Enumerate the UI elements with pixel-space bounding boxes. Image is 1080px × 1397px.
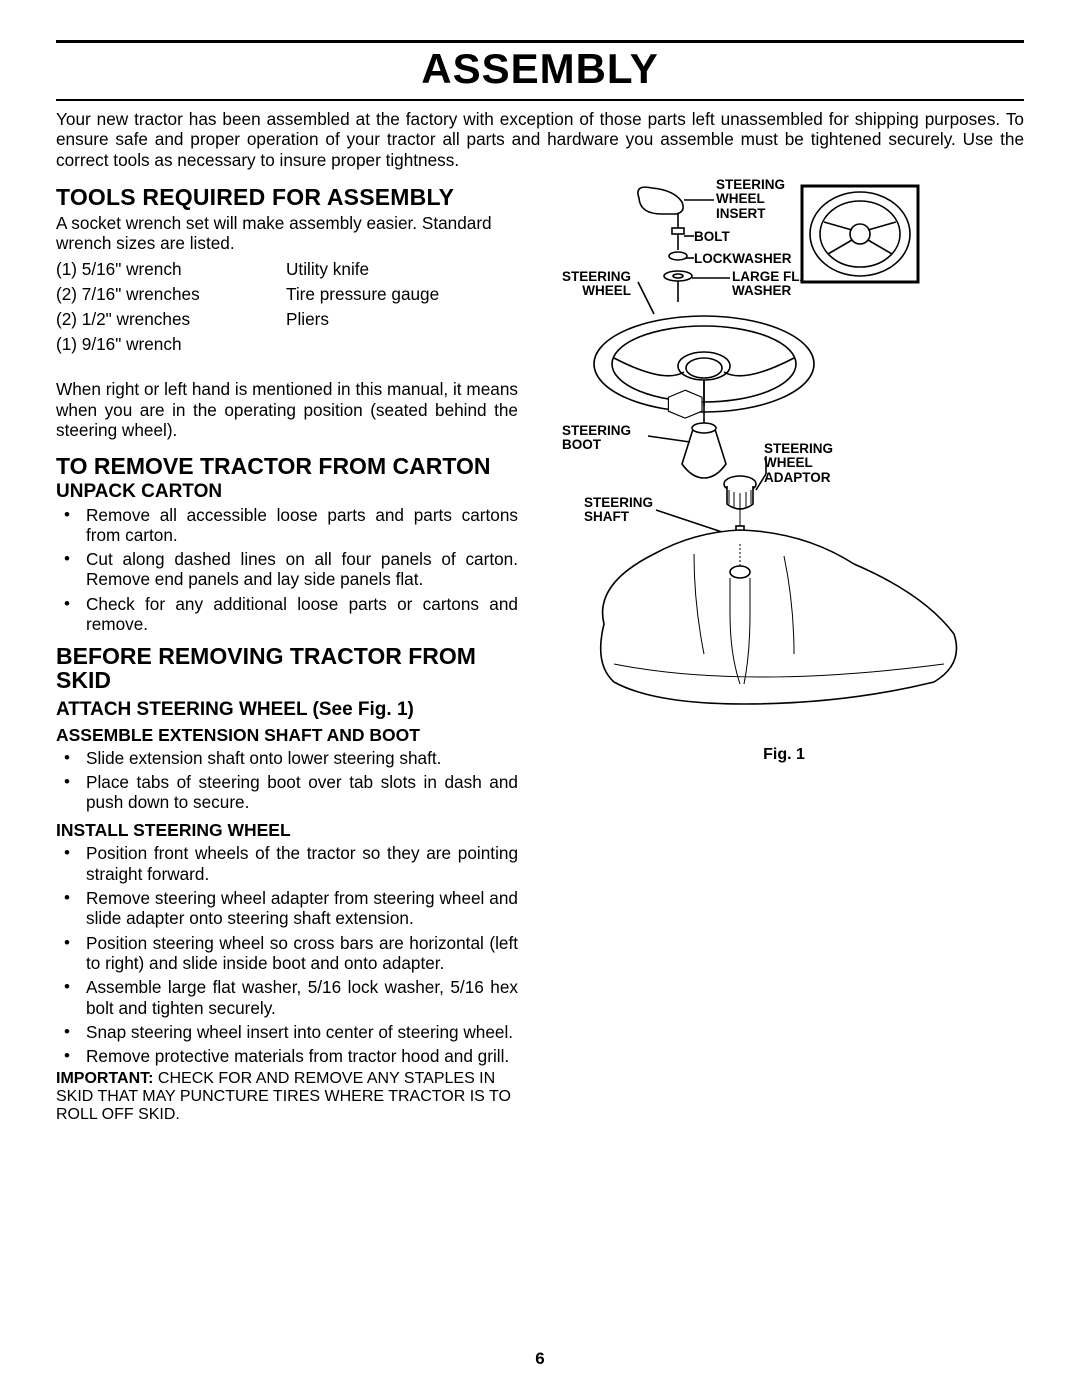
list-item: Position front wheels of the tractor so … <box>56 843 518 884</box>
important-label: IMPORTANT: <box>56 1070 153 1087</box>
right-column: STEERINGWHEELINSERT BOLT LOCKWASHER LARG… <box>544 184 1024 1124</box>
list-item: Remove all accessible loose parts and pa… <box>56 505 518 546</box>
tool-cell: (1) 5/16" wrench <box>56 259 286 280</box>
list-item: Remove protective materials from tractor… <box>56 1046 518 1066</box>
figure-caption: Fig. 1 <box>544 746 1024 764</box>
attach-heading: ATTACH STEERING WHEEL (See Fig. 1) <box>56 699 518 721</box>
tools-lead: A socket wrench set will make assembly e… <box>56 213 518 254</box>
tool-cell: Utility knife <box>286 259 518 280</box>
hand-note: When right or left hand is mentioned in … <box>56 379 518 440</box>
list-item: Snap steering wheel insert into center o… <box>56 1022 518 1042</box>
tool-cell: (2) 7/16" wrenches <box>56 284 286 305</box>
list-item: Position steering wheel so cross bars ar… <box>56 933 518 974</box>
intro-paragraph: Your new tractor has been assembled at t… <box>56 109 1024 170</box>
rule-bottom <box>56 99 1024 101</box>
important-note: IMPORTANT: CHECK FOR AND REMOVE ANY STAP… <box>56 1070 518 1124</box>
unpack-heading: UNPACK CARTON <box>56 481 518 503</box>
tool-cell: (2) 1/2" wrenches <box>56 309 286 330</box>
page-title: ASSEMBLY <box>56 43 1024 99</box>
remove-heading: TO REMOVE TRACTOR FROM CARTON <box>56 454 518 478</box>
tool-cell: (1) 9/16" wrench <box>56 334 286 355</box>
install-list: Position front wheels of the tractor so … <box>56 843 518 1066</box>
tool-cell <box>286 334 518 355</box>
tools-list: (1) 5/16" wrench Utility knife (2) 7/16"… <box>56 259 518 355</box>
steering-diagram: STEERINGWHEELINSERT BOLT LOCKWASHER LARG… <box>544 184 1024 744</box>
list-item: Slide extension shaft onto lower steerin… <box>56 748 518 768</box>
unpack-list: Remove all accessible loose parts and pa… <box>56 505 518 635</box>
install-heading: INSTALL STEERING WHEEL <box>56 820 518 841</box>
list-item: Remove steering wheel adapter from steer… <box>56 888 518 929</box>
tool-cell: Pliers <box>286 309 518 330</box>
page-number: 6 <box>0 1349 1080 1369</box>
list-item: Place tabs of steering boot over tab slo… <box>56 772 518 813</box>
ext-heading: ASSEMBLE EXTENSION SHAFT AND BOOT <box>56 725 518 746</box>
list-item: Cut along dashed lines on all four panel… <box>56 549 518 590</box>
ext-list: Slide extension shaft onto lower steerin… <box>56 748 518 813</box>
left-column: TOOLS REQUIRED FOR ASSEMBLY A socket wre… <box>56 184 518 1124</box>
list-item: Check for any additional loose parts or … <box>56 594 518 635</box>
before-heading: BEFORE REMOVING TRACTOR FROM SKID <box>56 644 518 692</box>
diagram-svg <box>544 184 1024 744</box>
tools-heading: TOOLS REQUIRED FOR ASSEMBLY <box>56 184 518 211</box>
tool-cell: Tire pressure gauge <box>286 284 518 305</box>
list-item: Assemble large flat washer, 5/16 lock wa… <box>56 977 518 1018</box>
